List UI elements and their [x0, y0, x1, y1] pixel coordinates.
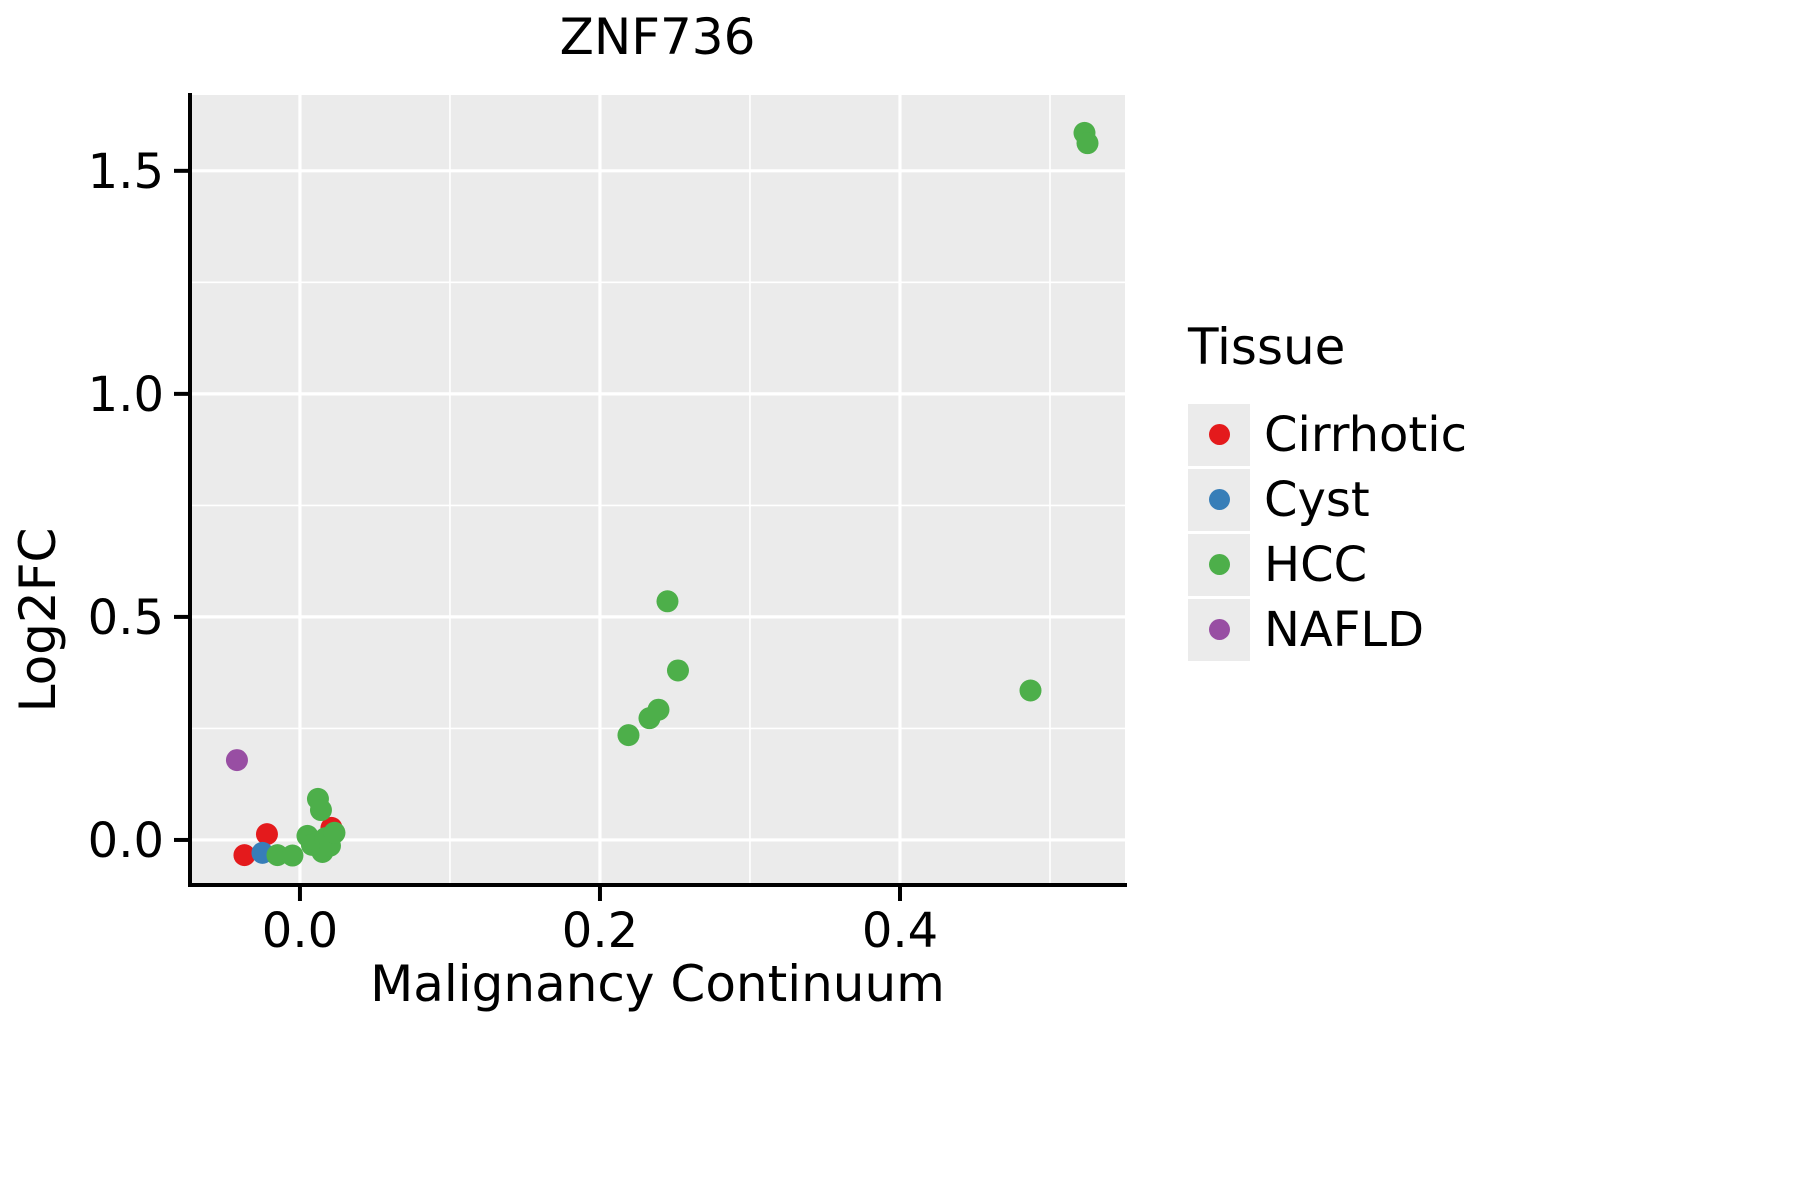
data-point-hcc: [656, 590, 679, 613]
legend-entry: Cirrhotic: [1188, 402, 1467, 467]
data-point-cirrhotic: [233, 844, 256, 867]
data-point-nafld: [225, 749, 248, 772]
legend-title: Tissue: [1188, 318, 1346, 376]
data-point-hcc: [1019, 679, 1042, 702]
legend-entries: Cirrhotic Cyst HCC NAFLD: [1188, 402, 1467, 662]
legend-entry: NAFLD: [1188, 597, 1467, 662]
data-point-hcc: [1076, 132, 1099, 155]
legend-entry: HCC: [1188, 532, 1467, 597]
legend-entry-label: HCC: [1264, 536, 1368, 593]
data-point-hcc: [309, 799, 332, 822]
legend-entry-label: Cyst: [1264, 471, 1370, 528]
chart-title: ZNF736: [559, 8, 756, 66]
legend-key: [1188, 598, 1250, 661]
x-tick-label: 0.4: [862, 903, 938, 959]
data-point-hcc: [666, 659, 689, 682]
plot-background: [190, 95, 1125, 885]
data-point-hcc: [617, 724, 640, 747]
y-tick-label: 0.5: [88, 590, 164, 646]
x-tick-label: 0.2: [562, 903, 638, 959]
legend-key: [1188, 533, 1250, 596]
legend: Tissue Cirrhotic Cyst HCC NAFLD: [1188, 318, 1467, 662]
data-point-hcc: [281, 844, 304, 867]
y-tick-label: 0.0: [88, 813, 164, 869]
legend-key: [1188, 468, 1250, 531]
x-axis-label: Malignancy Continuum: [370, 955, 945, 1013]
data-point-cirrhotic: [255, 823, 278, 846]
legend-entry-label: Cirrhotic: [1264, 406, 1467, 463]
y-tick-label: 1.5: [88, 144, 164, 200]
legend-dot-icon: [1208, 489, 1230, 510]
y-tick-label: 1.0: [88, 367, 164, 423]
legend-dot-icon: [1208, 554, 1230, 575]
y-axis-label: Log2FC: [9, 527, 67, 713]
x-tick-label: 0.0: [262, 903, 338, 959]
legend-dot-icon: [1208, 619, 1230, 640]
data-point-hcc: [647, 698, 670, 721]
legend-entry-label: NAFLD: [1264, 601, 1425, 658]
legend-dot-icon: [1208, 424, 1230, 445]
legend-entry: Cyst: [1188, 467, 1467, 532]
legend-key: [1188, 403, 1250, 466]
data-point-hcc: [323, 821, 346, 844]
